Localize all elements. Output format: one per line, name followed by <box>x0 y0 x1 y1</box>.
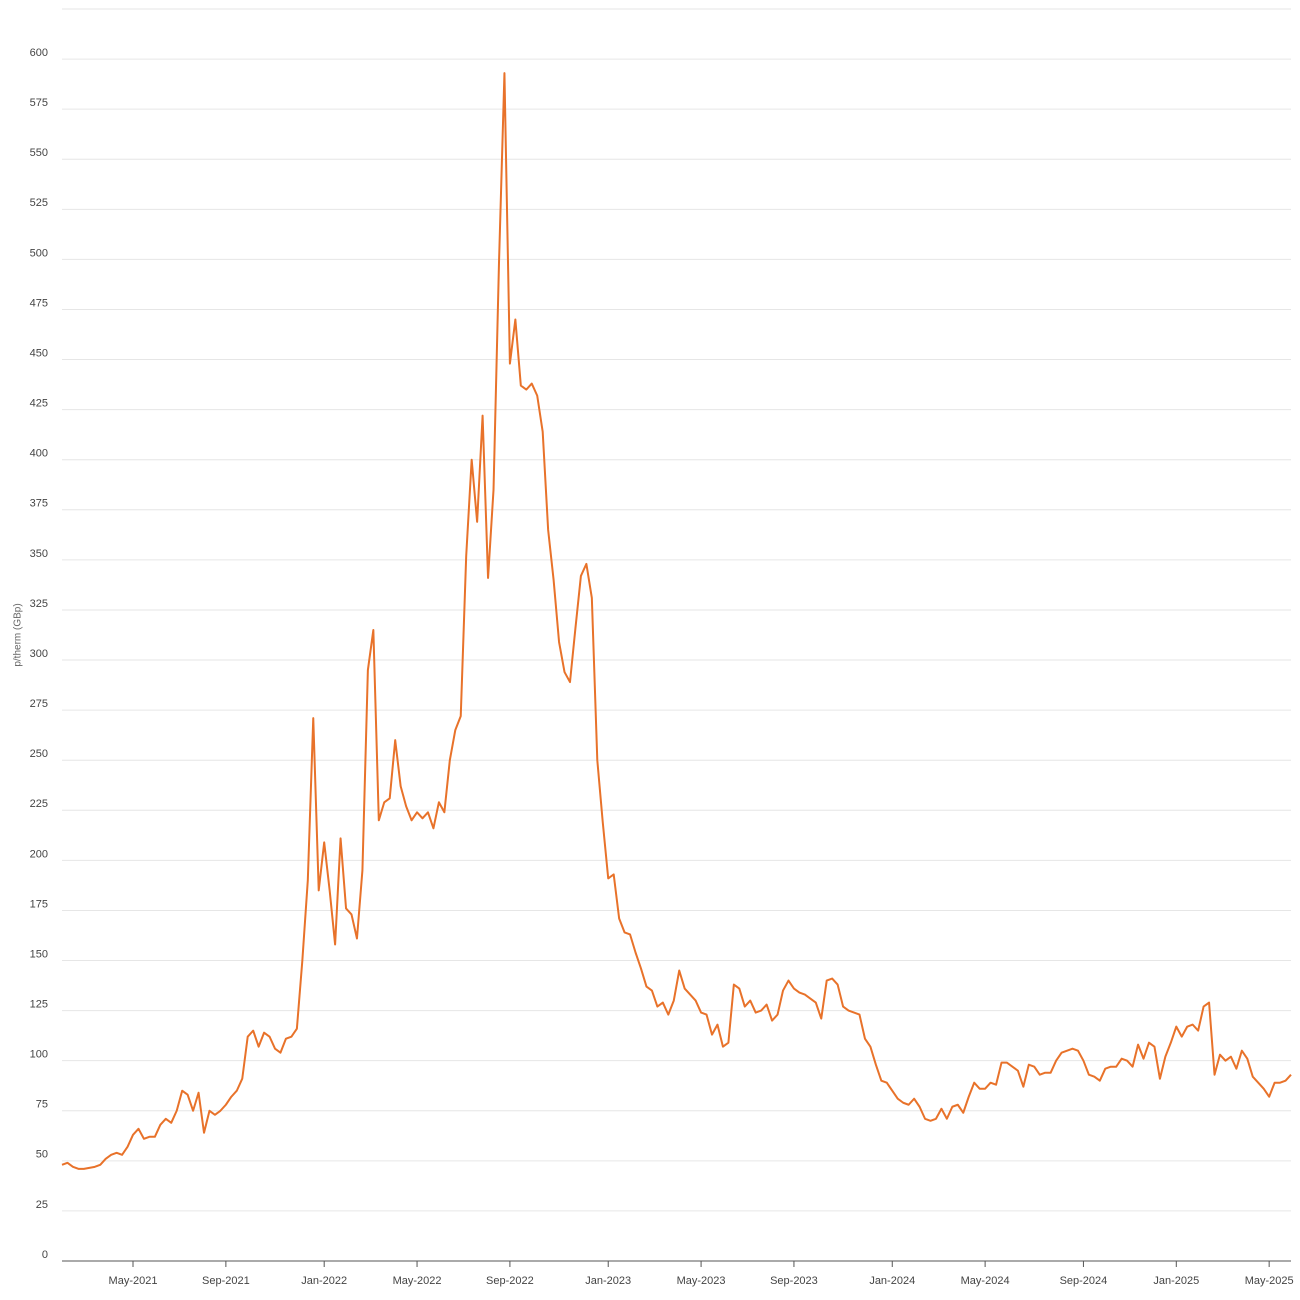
y-tick-label: 75 <box>36 1099 48 1111</box>
x-tick-label: May-2024 <box>961 1275 1010 1287</box>
x-tick-label: Sep-2024 <box>1060 1275 1108 1287</box>
x-tick-label: Sep-2021 <box>202 1275 250 1287</box>
x-tick-label: Jan-2023 <box>585 1275 631 1287</box>
y-tick-label: 375 <box>30 498 48 510</box>
y-tick-label: 600 <box>30 47 48 59</box>
y-tick-label: 225 <box>30 798 48 810</box>
y-tick-label: 150 <box>30 948 48 960</box>
y-tick-label: 200 <box>30 848 48 860</box>
x-tick-label: Jan-2024 <box>869 1275 915 1287</box>
x-tick-label: May-2025 <box>1245 1275 1294 1287</box>
y-axis-label: p/therm (GBp) <box>13 603 24 666</box>
y-tick-label: 50 <box>36 1149 48 1161</box>
x-tick-label: May-2022 <box>393 1275 442 1287</box>
x-tick-label: May-2021 <box>109 1275 158 1287</box>
y-tick-label: 325 <box>30 598 48 610</box>
y-tick-label: 475 <box>30 297 48 309</box>
y-tick-label: 0 <box>42 1249 48 1261</box>
y-tick-label: 575 <box>30 97 48 109</box>
y-tick-label: 350 <box>30 548 48 560</box>
y-tick-label: 525 <box>30 197 48 209</box>
y-tick-label: 550 <box>30 147 48 159</box>
y-tick-label: 450 <box>30 347 48 359</box>
x-tick-label: Jan-2025 <box>1153 1275 1199 1287</box>
y-tick-label: 425 <box>30 398 48 410</box>
x-tick-label: Sep-2023 <box>770 1275 818 1287</box>
y-tick-label: 275 <box>30 698 48 710</box>
y-tick-label: 175 <box>30 898 48 910</box>
y-tick-label: 25 <box>36 1199 48 1211</box>
y-tick-label: 400 <box>30 448 48 460</box>
y-tick-label: 300 <box>30 648 48 660</box>
y-tick-label: 250 <box>30 748 48 760</box>
x-tick-label: Sep-2022 <box>486 1275 534 1287</box>
x-tick-label: May-2023 <box>677 1275 726 1287</box>
y-tick-label: 100 <box>30 1049 48 1061</box>
y-tick-label: 500 <box>30 247 48 259</box>
data-line <box>61 72 1292 1170</box>
x-tick-label: Jan-2022 <box>301 1275 347 1287</box>
y-tick-label: 125 <box>30 999 48 1011</box>
